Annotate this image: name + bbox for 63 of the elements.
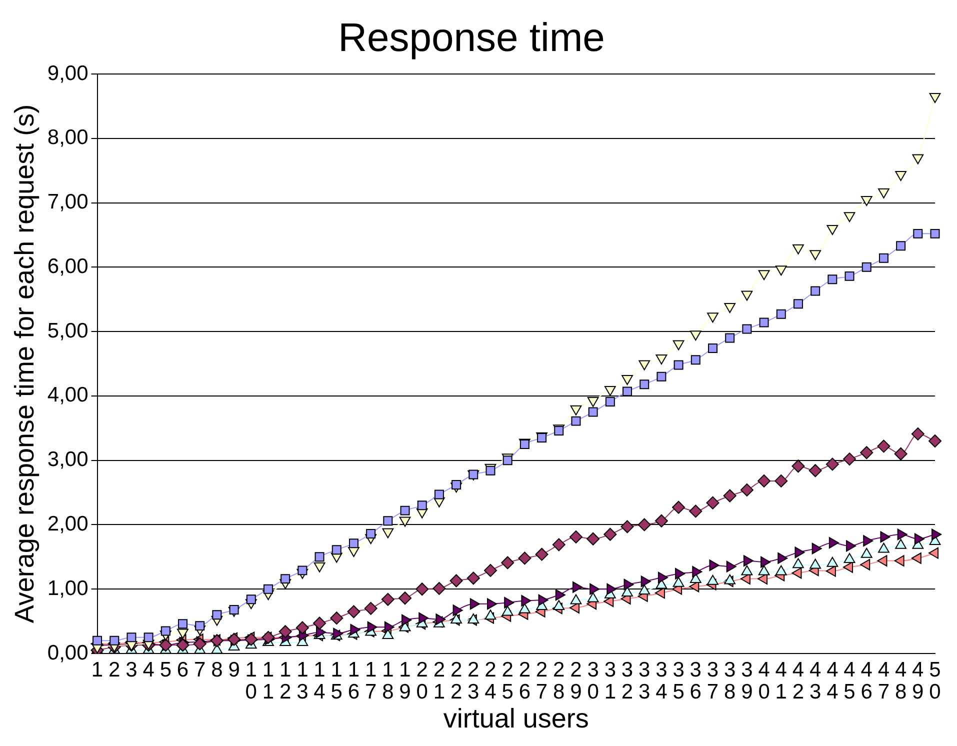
x-tick-label: 44 <box>826 658 839 704</box>
x-axis-title: virtual users <box>443 703 589 734</box>
x-tick-label: 41 <box>775 658 788 704</box>
x-tick-label: 18 <box>382 658 394 704</box>
x-tick-label: 26 <box>518 658 531 704</box>
y-tick-label: 4,00 <box>47 384 88 407</box>
y-tick-label: 3,00 <box>47 448 88 472</box>
x-tick-label: 29 <box>570 658 582 704</box>
x-tick-label: 25 <box>502 658 514 704</box>
y-tick-label: 6,00 <box>47 254 88 278</box>
x-tick-label: 5 <box>160 658 172 682</box>
x-tick-label: 31 <box>604 658 616 704</box>
x-tick-label: 32 <box>621 658 634 704</box>
y-tick-label: 9,00 <box>47 62 88 85</box>
x-tick-label: 24 <box>484 658 497 704</box>
x-tick-label: 35 <box>672 658 684 704</box>
x-tick-label: 43 <box>809 658 822 704</box>
x-tick-label: 49 <box>912 658 924 704</box>
y-tick-label: 1,00 <box>47 576 88 600</box>
x-tick-label: 7 <box>194 658 206 682</box>
chart-title: Response time <box>338 16 605 60</box>
x-tick-label: 3 4 <box>656 658 668 704</box>
x-tick-label: 45 <box>844 658 856 704</box>
x-tick-label: 20 <box>416 658 428 704</box>
x-tick-label: 13 <box>296 658 308 704</box>
x-tick-label: 22 <box>450 658 462 704</box>
x-tick-label: 21 <box>433 658 446 704</box>
x-tick-label: 15 <box>330 658 342 704</box>
x-tick-label: 36 <box>690 658 702 704</box>
x-tick-label: 1 <box>91 658 104 682</box>
x-tick-label: 17 <box>364 658 377 704</box>
x-tick-label: 33 <box>638 658 650 704</box>
x-tick-label: 30 <box>587 658 599 704</box>
x-tick-label: 47 <box>878 658 890 704</box>
x-tick-label: 23 <box>468 658 480 704</box>
x-tick-label: 16 <box>348 658 360 704</box>
x-tick-label: 48 <box>894 658 907 704</box>
x-tick-label: 42 <box>792 658 804 704</box>
y-tick-label: 8,00 <box>47 126 88 150</box>
x-tick-label: 6 <box>176 658 189 682</box>
x-tick-label: 27 <box>536 658 548 704</box>
y-axis-title: Average response time for each request (s) <box>10 104 40 624</box>
x-tick-label: 39 <box>741 658 753 704</box>
x-tick-label: 10 <box>245 658 257 704</box>
y-tick-label: 7,00 <box>47 190 88 214</box>
x-tick-label: 14 <box>314 658 326 704</box>
x-tick-label: 46 <box>860 658 873 704</box>
x-tick-label: 3 <box>126 658 138 682</box>
x-tick-label: 19 <box>399 658 411 704</box>
y-tick-label: 0,00 <box>47 641 88 664</box>
x-tick-label: 2 <box>108 658 120 682</box>
x-tick-label: 4 <box>142 658 155 682</box>
x-tick-label: 38 <box>724 658 736 704</box>
x-tick-label: 8 <box>211 658 223 682</box>
x-tick-label: 11 <box>262 658 274 704</box>
x-tick-label: 9 <box>228 658 240 682</box>
x-tick-label: 50 <box>929 658 941 704</box>
x-tick-label: 37 <box>706 658 719 704</box>
y-tick-label: 2,00 <box>47 512 88 536</box>
y-tick-label: 5,00 <box>47 319 88 342</box>
x-tick-label: 1 2 <box>279 658 292 704</box>
x-tick-label: 40 <box>758 658 770 704</box>
x-tick-label: 28 <box>553 658 565 704</box>
